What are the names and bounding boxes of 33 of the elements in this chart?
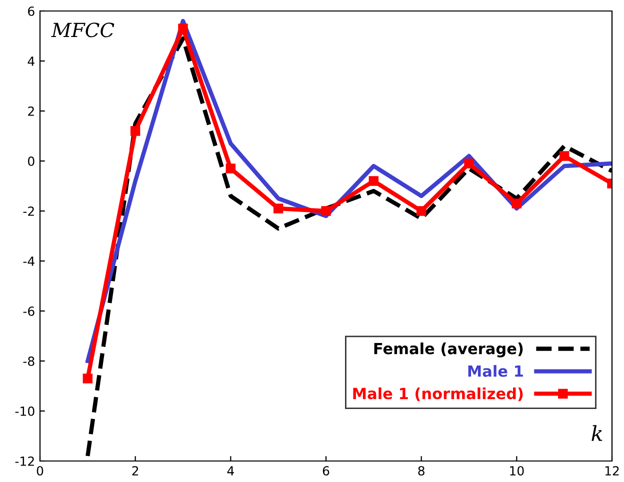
point <box>82 374 93 384</box>
point <box>321 206 331 216</box>
x-tick-label: 10 <box>510 466 524 476</box>
point <box>368 176 379 186</box>
point <box>178 24 188 34</box>
y-tick-label: 4 <box>28 56 34 66</box>
y-tick-label: -2 <box>23 206 34 216</box>
y-tick-label: 6 <box>28 6 34 16</box>
x-tick-label: 6 <box>322 466 330 476</box>
y-tick-label: -12 <box>15 456 34 466</box>
y-tick-label: 0 <box>28 156 34 166</box>
y-tick-label: -10 <box>15 406 34 416</box>
x-tick-label: 2 <box>132 466 138 476</box>
y-tick-label: -8 <box>23 356 34 366</box>
x-tick-label: 0 <box>36 466 44 476</box>
point <box>273 204 284 214</box>
x-tick-label: 8 <box>418 466 424 476</box>
y-axis-title: MFCC <box>51 22 114 38</box>
legend-label: Male 1 <box>468 365 523 377</box>
legend-label: Female (average) <box>374 342 523 358</box>
legend-label: Male 1 (normalized) <box>353 387 523 402</box>
point <box>559 151 570 161</box>
point <box>226 164 236 174</box>
y-tick-label: -4 <box>23 256 34 266</box>
x-tick-label: 4 <box>227 466 234 476</box>
point <box>416 206 426 216</box>
point <box>130 126 140 136</box>
point <box>512 198 522 208</box>
point <box>464 158 474 168</box>
x-tick-label: 12 <box>605 466 619 476</box>
x-axis-title: k <box>592 425 602 441</box>
y-tick-label: 2 <box>28 106 34 116</box>
y-tick-label: -6 <box>23 306 34 316</box>
